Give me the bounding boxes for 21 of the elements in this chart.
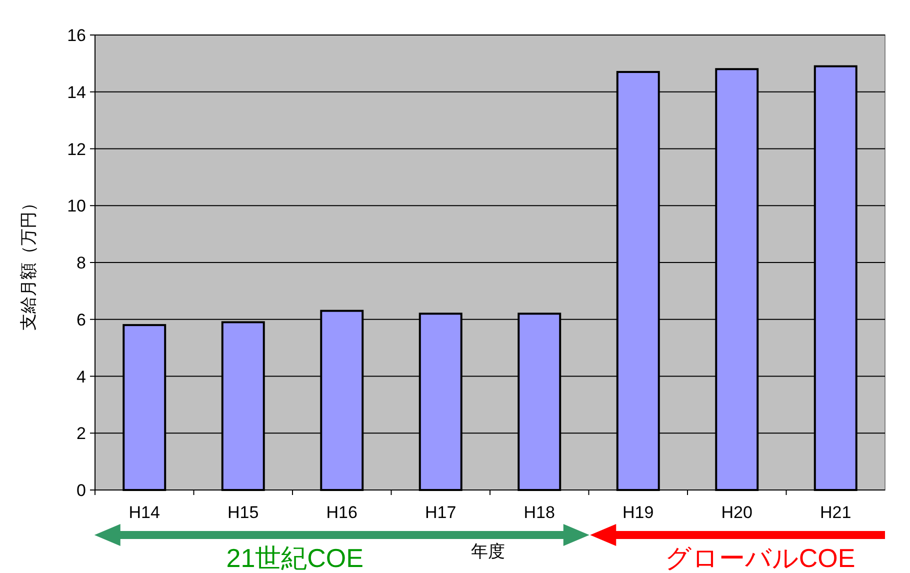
x-tick-label: H15 xyxy=(228,503,259,522)
y-tick-label: 6 xyxy=(76,310,86,330)
y-tick-label: 16 xyxy=(67,26,86,45)
y-tick-label: 0 xyxy=(76,481,86,500)
x-tick-label: H21 xyxy=(820,503,852,522)
text: グローバルCOE xyxy=(664,543,856,573)
x-tick-label: H14 xyxy=(128,503,160,522)
y-tick-label: 14 xyxy=(67,82,86,102)
x-tick-label: H17 xyxy=(425,503,456,522)
x-tick-label: H20 xyxy=(721,503,752,522)
x-tick-label: H18 xyxy=(524,503,555,522)
text: 21世紀COE xyxy=(226,543,364,573)
y-tick-label: 10 xyxy=(67,196,86,216)
x-tick-label: H16 xyxy=(326,503,358,522)
x-axis-title: 年度 xyxy=(471,542,505,561)
y-tick-label: 12 xyxy=(67,140,86,159)
y-tick-label: 2 xyxy=(76,424,86,444)
y-tick-label: 4 xyxy=(76,367,86,386)
x-tick-label: H19 xyxy=(622,503,654,522)
y-axis-title: 支給月額（万円） xyxy=(19,194,38,330)
y-tick-label: 8 xyxy=(76,254,86,272)
